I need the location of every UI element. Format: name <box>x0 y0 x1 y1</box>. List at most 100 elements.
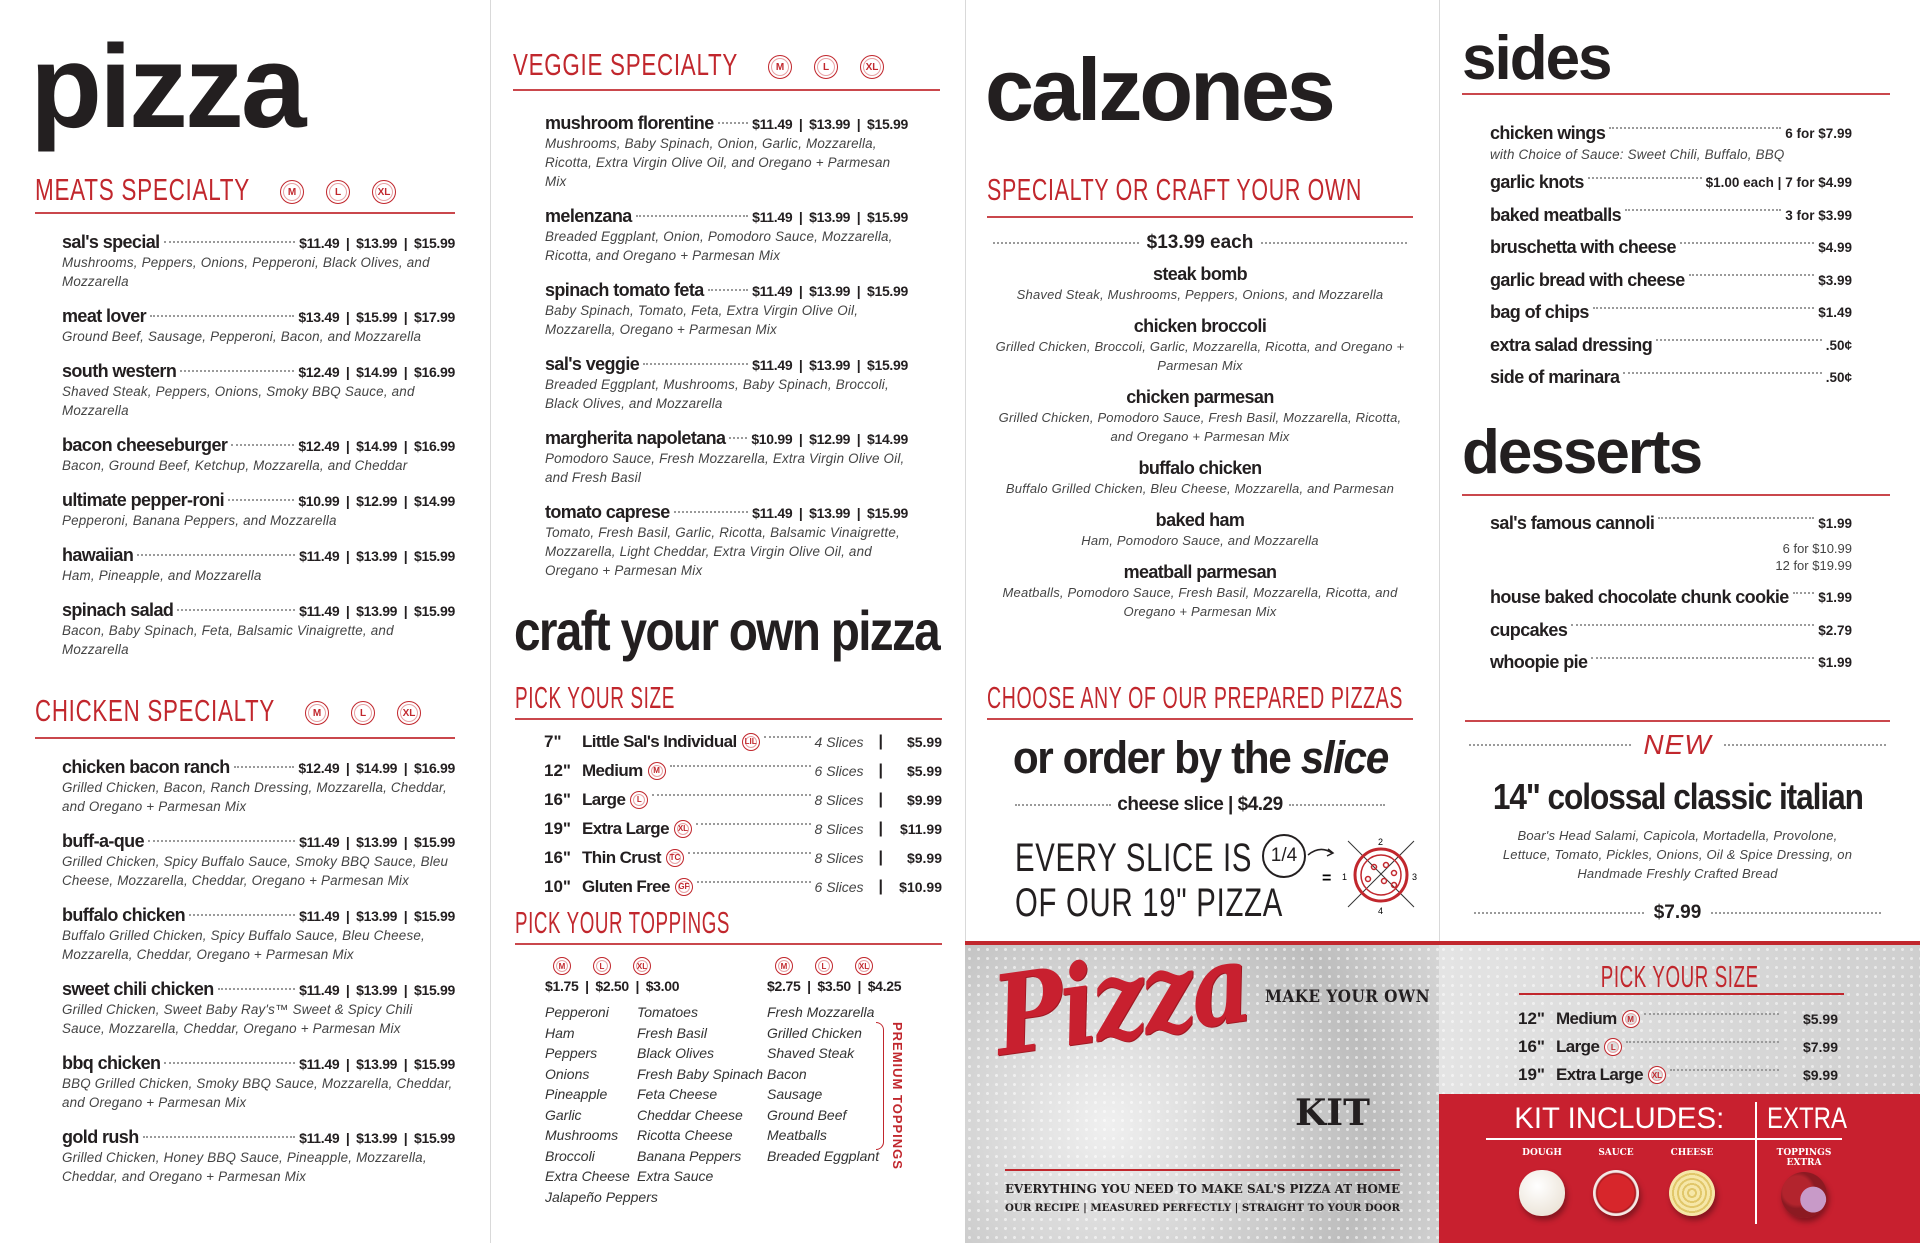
size-badge-icon: GF <box>674 877 693 896</box>
calzones-heading: SPECIALTY OR CRAFT YOUR OWN <box>987 172 1362 207</box>
dot-leader <box>729 437 748 439</box>
divider <box>1755 1102 1853 1224</box>
dot-leader <box>217 988 296 990</box>
size-badges: M L XL <box>775 957 901 975</box>
size-badge-icon: M <box>775 957 793 975</box>
size-price: $9.99 <box>1802 1067 1838 1083</box>
item-name: chicken wings <box>1490 122 1606 143</box>
item-prices: $11.49$13.99$15.99 <box>299 908 455 926</box>
dot-leader <box>673 511 749 513</box>
item-row: chicken bacon ranch $12.49$14.99$16.99 <box>62 757 455 778</box>
item-row: gold rush $11.49$13.99$15.99 <box>62 1127 455 1148</box>
desserts-list: sal's famous cannoli $1.99 6 for $10.99 12 … <box>1490 507 1852 679</box>
topping-item: Breaded Eggplant <box>767 1147 880 1164</box>
column-divider <box>1439 0 1440 945</box>
every-slice-line1: EVERY SLICE IS <box>1015 836 1253 880</box>
item-row: south western $12.49$14.99$16.99 <box>62 361 455 382</box>
side-item: garlic knots $1.00 each | 7 for $4.99 <box>1490 167 1852 200</box>
item-price: $11.49 <box>752 209 793 225</box>
size-row: 19" Extra Large XL 8 Slices | $11.99 <box>544 814 942 843</box>
item-row: bacon cheeseburger $12.49$14.99$16.99 <box>62 435 455 456</box>
pick-size-heading: PICK YOUR SIZE <box>515 680 675 715</box>
calzone-description: Meatballs, Pomodoro Sauce, Fresh Basil, … <box>1002 584 1398 619</box>
calzone-item: chicken broccoli Grilled Chicken, Broccol… <box>987 316 1413 375</box>
item-price: $12.49 <box>298 438 340 454</box>
dot-leader <box>1688 274 1815 277</box>
dot-leader <box>233 766 295 768</box>
quarter-label: 2 <box>1378 837 1383 847</box>
side-item: whoopie pie $1.99 <box>1490 647 1852 680</box>
item-name: spinach salad <box>62 600 174 620</box>
extra-heading: EXTRA <box>1767 1102 1848 1135</box>
item-description: Breaded Eggplant, Onion, Pomodoro Sauce,… <box>545 229 893 263</box>
item-name: south western <box>62 361 177 381</box>
topping-item: Cheddar Cheese <box>637 1106 743 1123</box>
item-price: $15.99 <box>397 982 455 998</box>
dot-leader <box>1609 127 1782 130</box>
calzone-name: buffalo chicken <box>1138 457 1262 478</box>
side-item: sal's famous cannoli $1.99 <box>1490 507 1852 540</box>
item-price: $11.49 <box>299 908 340 924</box>
item-price: $15.99 <box>397 834 455 850</box>
item-prices: $11.49$13.99$15.99 <box>299 834 455 852</box>
premium-bracket <box>876 1022 884 1150</box>
menu-item: chicken bacon ranch $12.49$14.99$16.99 Gri… <box>62 757 455 816</box>
item-row: sal's special $11.49$13.99$15.99 <box>62 232 455 253</box>
column-divider <box>965 0 966 945</box>
item-description: with Choice of Sauce: Sweet Chili, Buffa… <box>1490 146 1785 162</box>
item-name: house baked chocolate chunk cookie <box>1490 587 1789 608</box>
item-name: baked meatballs <box>1490 204 1622 225</box>
size-slices: 6 Slices <box>814 762 864 779</box>
separator: | <box>878 732 883 750</box>
slice-title-text: or order by the <box>1012 731 1301 783</box>
dot-leader <box>1623 371 1822 374</box>
size-inches: 19" <box>544 818 571 838</box>
size-badge-icon: L <box>815 957 833 975</box>
topping-item: Grilled Chicken <box>767 1024 862 1041</box>
calzone-name: baked ham <box>1155 509 1245 530</box>
dot-leader <box>177 609 296 611</box>
item-price: $11.49 <box>752 357 793 373</box>
item-name: garlic bread with cheese <box>1490 269 1685 290</box>
kit-subtagline: OUR RECIPE | MEASURED PERFECTLY | STRAIG… <box>1005 1202 1400 1214</box>
quarter-label: 3 <box>1412 872 1417 882</box>
item-row: sal's veggie $11.49$13.99$15.99 <box>545 354 908 375</box>
item-name: gold rush <box>62 1127 139 1147</box>
size-badge-icon: L <box>814 55 838 79</box>
size-inches: 16" <box>544 847 571 867</box>
dot-leader <box>1015 803 1112 806</box>
quarter-label: 4 <box>1378 906 1383 915</box>
item-row: ultimate pepper-roni $10.99$12.99$14.99 <box>62 490 455 511</box>
dot-leader <box>635 215 749 217</box>
extra-toppings: TOPPINGS EXTRA <box>1769 1148 1839 1218</box>
dot-leader <box>1658 517 1815 520</box>
veggie-section: VEGGIE SPECIALTY M L XL mushroom florentine… <box>513 47 940 595</box>
size-name: Medium <box>1556 1009 1617 1028</box>
item-name: melenzana <box>545 206 632 226</box>
topping-price: $2.75 <box>767 978 801 994</box>
item-price: $14.99 <box>850 431 908 447</box>
make-your-own: MAKE YOUR OWN <box>1265 987 1430 1007</box>
item-name: buffalo chicken <box>62 905 186 925</box>
item-name: buff-a-que <box>62 831 145 851</box>
item-description: Grilled Chicken, Bacon, Ranch Dressing, … <box>62 780 447 814</box>
item-price: $10.99 <box>298 493 340 509</box>
side-item: bruschetta with cheese $4.99 <box>1490 232 1852 265</box>
craft-size-section: PICK YOUR SIZE 7" Little Sal's Individual… <box>515 680 942 901</box>
menu-item: sal's special $11.49$13.99$15.99 Mushrooms… <box>62 232 455 291</box>
item-description: Tomato, Fresh Basil, Garlic, Ricotta, Ba… <box>545 525 900 578</box>
item-price: $16.99 <box>397 438 455 454</box>
topping-item: Pineapple <box>545 1086 608 1102</box>
cheese-image <box>1669 1170 1715 1216</box>
size-price: $5.99 <box>906 733 942 750</box>
new-item-price-row: $7.99 <box>1470 902 1885 924</box>
divider <box>513 89 940 91</box>
dot-leader <box>1571 624 1815 627</box>
topping-item: Sausage <box>767 1086 823 1102</box>
premium-toppings: M L XL $2.75$3.50$4.25 Fresh Mozzarella Gri… <box>767 957 902 1166</box>
sides-list: chicken wings 6 for $7.99 with Choice of S… <box>1490 117 1852 394</box>
calzones-section: SPECIALTY OR CRAFT YOUR OWN $13.99 each … <box>987 172 1413 633</box>
size-badge-icon: M <box>553 957 571 975</box>
topping-price: $4.25 <box>851 978 902 994</box>
